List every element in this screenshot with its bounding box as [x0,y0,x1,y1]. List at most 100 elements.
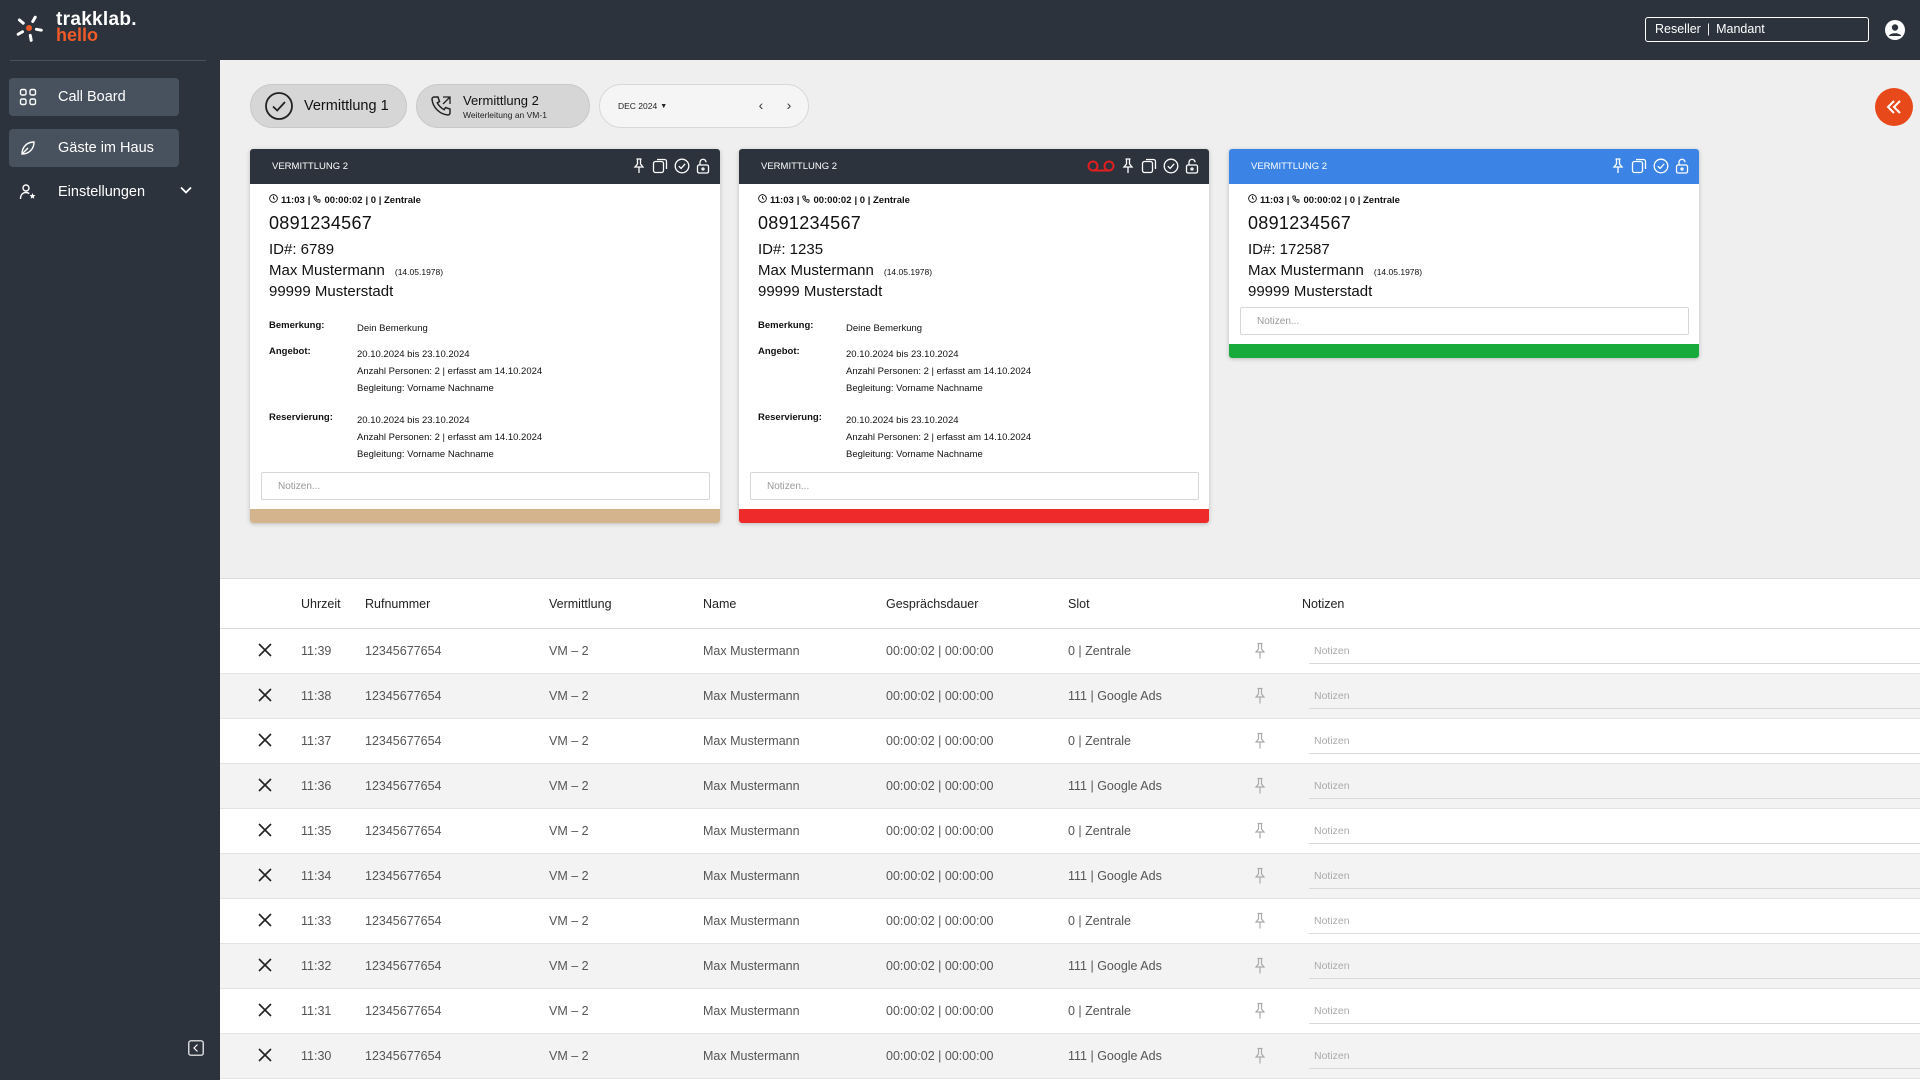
caller-city: 99999 Musterstadt [1248,283,1373,300]
chevron-right-icon[interactable]: › [786,97,792,113]
caller-name: Max Mustermann [1248,262,1364,279]
table-row[interactable]: 11:30 12345677654 VM – 2 Max Mustermann 00:0… [220,1034,1920,1079]
row-notes-input[interactable]: Notizen [1309,819,1920,844]
cell-number: 12345677654 [365,689,442,703]
copy-icon[interactable] [1141,158,1157,174]
unlock-icon[interactable] [696,158,710,174]
month-selector[interactable]: DEC 2024 ▼ ‹ › [599,84,809,128]
close-icon[interactable] [258,913,272,927]
close-icon[interactable] [258,688,272,702]
table-row[interactable]: 11:31 12345677654 VM – 2 Max Mustermann 00:0… [220,989,1920,1034]
close-icon[interactable] [258,733,272,747]
table-row[interactable]: 11:37 12345677654 VM – 2 Max Mustermann 00:0… [220,719,1920,764]
row-notes-input[interactable]: Notizen [1309,729,1920,754]
caller-phone: 0891234567 [758,213,862,233]
table-row[interactable]: 11:33 12345677654 VM – 2 Max Mustermann 00:0… [220,899,1920,944]
collapse-panel-button[interactable] [1875,88,1913,126]
cell-vermittlung: VM – 2 [549,914,589,928]
column-header-name[interactable]: Name [703,597,737,611]
tenant-selector[interactable]: Reseller | Mandant [1645,17,1869,42]
call-time: 11:03 [1260,194,1284,206]
table-row[interactable]: 11:39 12345677654 VM – 2 Max Mustermann 00:0… [220,629,1920,674]
caller-phone: 0891234567 [1248,213,1352,233]
close-icon[interactable] [258,643,272,657]
call-card[interactable]: VERMITTLUNG 2 11:03 | 00:00:02 | 0 | Zen… [250,149,720,523]
chevron-down-icon[interactable] [179,183,193,201]
pin-icon[interactable] [632,158,646,174]
pin-icon[interactable] [1611,158,1625,174]
row-notes-input[interactable]: Notizen [1309,774,1920,799]
chevron-left-icon[interactable]: ‹ [758,97,764,113]
voicemail-icon[interactable] [1087,160,1115,172]
table-row[interactable]: 11:35 12345677654 VM – 2 Max Mustermann 00:0… [220,809,1920,854]
reservation-label: Reservierung: [758,412,822,423]
month-label[interactable]: DEC 2024 [618,101,658,111]
call-card[interactable]: VERMITTLUNG 2 11:03 | 00:00:02 | 0 | Zen… [1229,149,1699,358]
table-row[interactable]: 11:36 12345677654 VM – 2 Max Mustermann 00:0… [220,764,1920,809]
pin-icon[interactable] [1253,777,1267,795]
tab-vermittlung-2[interactable]: Vermittlung 2 Weiterleitung an VM-1 [416,84,590,128]
row-notes-input[interactable]: Notizen [1309,999,1920,1024]
close-icon[interactable] [258,958,272,972]
close-icon[interactable] [258,1048,272,1062]
unlock-icon[interactable] [1675,158,1689,174]
card-title: VERMITTLUNG 2 [761,161,838,172]
pin-icon[interactable] [1253,642,1267,660]
column-header-vermittlung[interactable]: Vermittlung [549,597,612,611]
cell-time: 11:35 [301,824,332,838]
close-icon[interactable] [258,778,272,792]
card-notes-input[interactable]: Notizen... [261,472,710,500]
caret-down-icon[interactable]: ▼ [660,102,668,110]
table-row[interactable]: 11:32 12345677654 VM – 2 Max Mustermann 00:0… [220,944,1920,989]
pin-icon[interactable] [1253,732,1267,750]
cell-time: 11:37 [301,734,332,748]
card-notes-input[interactable]: Notizen... [750,472,1199,500]
pin-icon[interactable] [1253,957,1267,975]
reservation-line: Begleitung: Vorname Nachname [357,449,494,460]
column-header-slot[interactable]: Slot [1068,597,1090,611]
caller-dob: (14.05.1978) [1373,267,1423,277]
table-row[interactable]: 11:38 12345677654 VM – 2 Max Mustermann 00:0… [220,674,1920,719]
row-notes-input[interactable]: Notizen [1309,1044,1920,1069]
column-header-gespraechsdauer[interactable]: Gesprächsdauer [886,597,979,611]
user-account-icon[interactable] [1884,19,1906,41]
close-icon[interactable] [258,823,272,837]
sidebar-item-gaeste-im-haus[interactable]: Gäste im Haus [9,129,179,167]
tenant-reseller: Reseller [1655,22,1701,36]
row-notes-input[interactable]: Notizen [1309,954,1920,979]
copy-icon[interactable] [652,158,668,174]
close-icon[interactable] [258,1003,272,1017]
check-circle-icon[interactable] [674,158,690,174]
status-bar [250,509,720,523]
pin-icon[interactable] [1253,1047,1267,1065]
table-row[interactable]: 11:34 12345677654 VM – 2 Max Mustermann 00:0… [220,854,1920,899]
tab-vermittlung-1[interactable]: Vermittlung 1 [250,84,407,128]
row-notes-input[interactable]: Notizen [1309,909,1920,934]
pin-icon[interactable] [1253,912,1267,930]
pin-icon[interactable] [1253,822,1267,840]
pin-icon[interactable] [1253,687,1267,705]
collapse-sidebar-icon[interactable] [188,1040,204,1056]
caller-id: ID#: 1235 [758,241,824,258]
row-notes-input[interactable]: Notizen [1309,639,1920,664]
sidebar-item-einstellungen[interactable]: Einstellungen [9,173,192,211]
check-circle-icon[interactable] [1653,158,1669,174]
card-notes-input[interactable]: Notizen... [1240,307,1689,335]
column-header-rufnummer[interactable]: Rufnummer [365,597,431,611]
call-card[interactable]: VERMITTLUNG 2 11:03 | 00:00:02 | 0 | Zen… [739,149,1209,523]
grid-icon [18,87,38,107]
unlock-icon[interactable] [1185,158,1199,174]
sidebar-item-call-board[interactable]: Call Board [9,78,179,116]
check-circle-icon[interactable] [1163,158,1179,174]
row-notes-input[interactable]: Notizen [1309,684,1920,709]
row-notes-input[interactable]: Notizen [1309,864,1920,889]
pin-icon[interactable] [1253,867,1267,885]
close-icon[interactable] [258,868,272,882]
column-header-uhrzeit[interactable]: Uhrzeit [301,597,341,611]
copy-icon[interactable] [1631,158,1647,174]
sidebar-item-label: Call Board [58,89,126,105]
pin-icon[interactable] [1253,1002,1267,1020]
pin-icon[interactable] [1121,158,1135,174]
app-logo[interactable]: trakklab. hello [14,10,137,44]
column-header-notizen[interactable]: Notizen [1302,597,1345,611]
